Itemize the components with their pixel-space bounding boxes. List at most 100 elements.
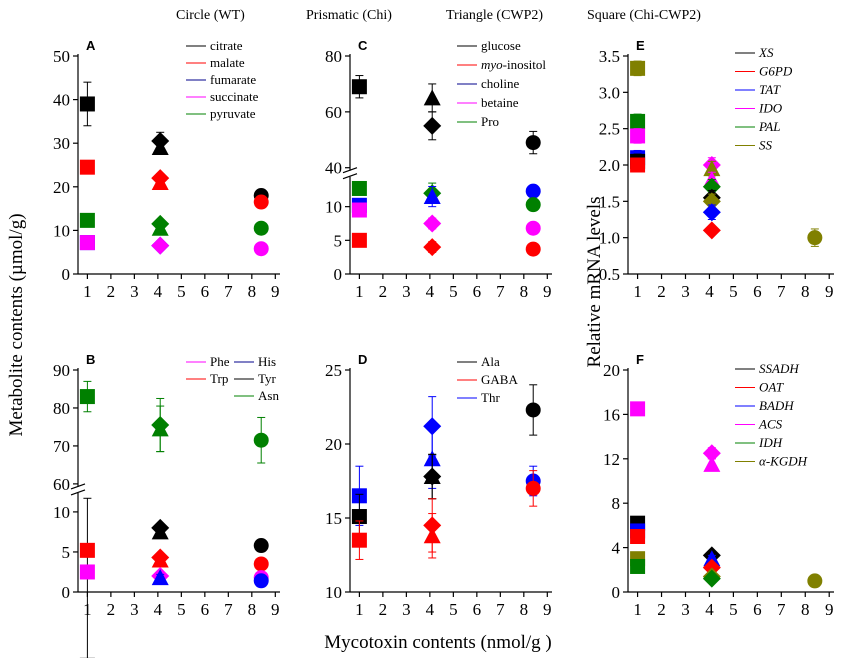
x-axis-label: Mycotoxin contents (nmol/g ): [324, 632, 551, 653]
y-tick-label: 4: [612, 539, 621, 558]
x-tick-label: 7: [496, 600, 505, 619]
x-tick-label: 4: [426, 282, 435, 301]
y-tick-label: 20: [325, 435, 342, 454]
legend-label: ACS: [758, 417, 783, 432]
x-tick-label: 2: [657, 600, 666, 619]
y-tick-label: 8: [612, 494, 621, 513]
marker-square-f-5: [630, 558, 646, 574]
x-tick-label: 1: [83, 282, 92, 301]
marker-diamond-c-6: [423, 116, 442, 135]
legend-label: Asn: [258, 388, 279, 403]
marker-diamond-e-11: [702, 192, 721, 211]
header-item-square: Square (Chi-CWP2): [587, 8, 701, 23]
y-tick-label: 1.0: [599, 229, 620, 248]
legend-label: fumarate: [210, 72, 256, 87]
x-tick-label: 9: [271, 600, 280, 619]
legend-label: choline: [481, 76, 519, 91]
marker-square-f-0: [630, 401, 646, 417]
x-tick-label: 1: [633, 600, 642, 619]
marker-circle-a-16: [253, 241, 269, 257]
x-tick-label: 9: [271, 282, 280, 301]
marker-circle-c-15: [525, 241, 541, 257]
legend-label: malate: [210, 55, 245, 70]
marker-diamond-e-13: [702, 221, 721, 240]
marker-triangle-c-5: [423, 89, 441, 106]
y-tick-label: 0: [62, 583, 71, 602]
x-tick-label: 3: [681, 600, 690, 619]
x-tick-label: 8: [801, 600, 810, 619]
marker-square-f-3: [630, 529, 646, 544]
y-tick-label: 0.5: [599, 265, 620, 284]
marker-diamond-a-10: [151, 236, 170, 255]
y-tick-label: 5: [62, 543, 71, 562]
x-tick-label: 9: [543, 600, 552, 619]
x-tick-label: 7: [224, 282, 233, 301]
y-axis-label-right: Relative mRNA levels: [584, 197, 605, 368]
panel-letter: D: [358, 352, 367, 367]
y-tick-label: 0: [334, 265, 343, 284]
marker-diamond-e-12: [702, 203, 721, 222]
x-tick-label: 5: [449, 600, 458, 619]
marker-diamond-c-9: [423, 214, 442, 233]
legend-label: Ala: [481, 354, 500, 369]
x-tick-label: 3: [681, 282, 690, 301]
marker-square-e-0: [630, 60, 646, 76]
x-tick-label: 6: [473, 282, 482, 301]
x-tick-label: 2: [379, 600, 388, 619]
x-tick-label: 6: [753, 282, 762, 301]
header-item-circle: Circle (WT): [176, 8, 245, 23]
x-tick-label: 7: [224, 600, 233, 619]
marker-triangle-d-8: [423, 527, 441, 544]
axis-break-slash: [342, 167, 358, 174]
x-tick-label: 8: [248, 600, 257, 619]
legend-label: α-KGDH: [759, 454, 808, 469]
x-tick-label: 6: [753, 600, 762, 619]
legend-label: SSADH: [759, 361, 799, 376]
y-tick-label: 40: [325, 159, 342, 178]
x-tick-label: 2: [657, 282, 666, 301]
legend-label: XS: [758, 45, 774, 60]
x-tick-label: 6: [201, 282, 210, 301]
marker-square-c-0: [351, 79, 367, 95]
y-tick-label: 30: [53, 134, 70, 153]
panel-a: 0 10 20 30 40 50 1 2 3 4 5 6 7 8 9 A citrate malate fumara…: [53, 38, 280, 301]
axis-break-slash: [70, 483, 86, 490]
legend-label: His: [258, 354, 276, 369]
marker-square-a-4: [79, 212, 95, 228]
marker-diamond-e-9: [702, 177, 721, 196]
x-tick-label: 1: [355, 282, 364, 301]
legend-label: Tyr: [258, 371, 277, 386]
y-tick-label: 90: [53, 361, 70, 380]
marker-triangle-f-9: [703, 550, 721, 567]
marker-square-b-2: [79, 542, 95, 558]
legend-label-italic: myo: [481, 57, 503, 72]
marker-diamond-c-10: [423, 238, 442, 257]
marker-circle-c-11: [525, 135, 541, 151]
marker-triangle-f-7: [703, 455, 721, 472]
x-tick-label: 5: [177, 282, 186, 301]
panel-d: 10 15 20 25 1 2 3 4 5 6 7 8 9 D Ala GABA Thr: [325, 352, 552, 619]
marker-square-b-3: [79, 564, 95, 580]
panel-letter: B: [86, 352, 95, 367]
marker-circle-b-14: [253, 556, 269, 572]
marker-circle-d-9: [525, 402, 541, 418]
legend-label: Trp: [210, 371, 228, 386]
marker-circle-c-14: [525, 220, 541, 236]
marker-square-a-3: [79, 235, 95, 251]
y-tick-label: 20: [53, 178, 70, 197]
legend-label: GABA: [481, 372, 518, 387]
y-tick-label: 25: [325, 361, 342, 380]
marker-triangle-a-8: [151, 173, 169, 190]
marker-triangle-b-11: [151, 569, 169, 586]
x-tick-label: 3: [402, 600, 411, 619]
marker-square-d-1: [351, 509, 367, 525]
y-tick-label: 3.5: [599, 47, 620, 66]
x-tick-label: 2: [379, 282, 388, 301]
panel-e: 0.5 1.0 1.5 2.0 2.5 3.0 3.5 1 2 3 4 5 6 7 8 9 E XS G6PD TAT…: [599, 38, 834, 301]
legend-label: IDO: [758, 101, 783, 116]
shape-key-header: Circle (WT) Prismatic (Chi) Triangle (CW…: [176, 8, 701, 23]
x-tick-label: 3: [402, 282, 411, 301]
marker-triangle-c-8: [423, 188, 441, 205]
marker-circle-f-13: [807, 573, 823, 589]
